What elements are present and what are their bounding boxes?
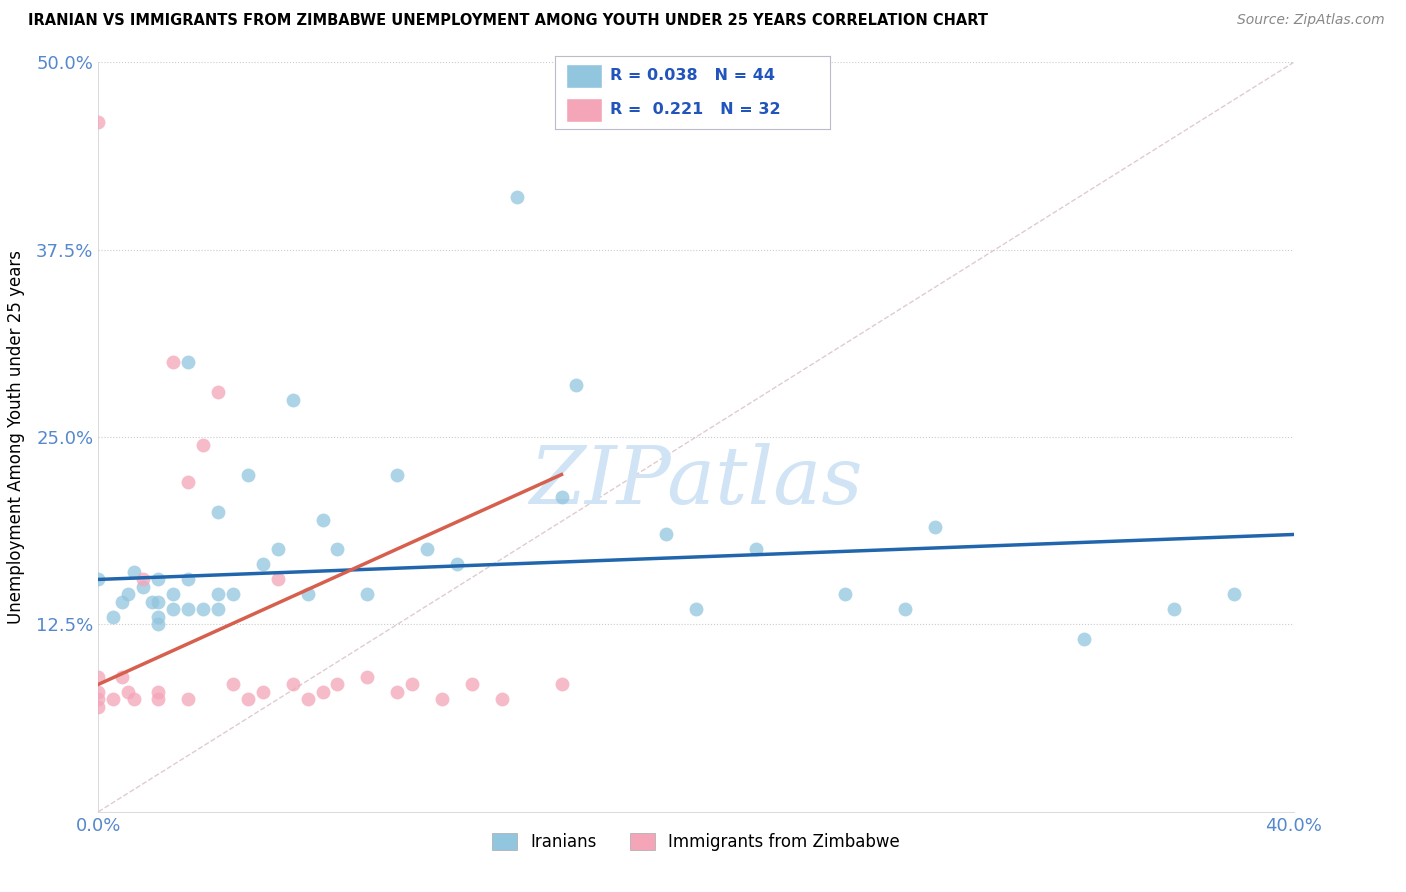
Point: [132, 580, 155, 594]
Point: [297, 692, 319, 706]
Point: [446, 558, 468, 572]
Point: [1163, 602, 1185, 616]
Point: [236, 467, 259, 482]
Point: [385, 467, 409, 482]
Point: [267, 573, 290, 587]
Point: [117, 685, 139, 699]
Point: [326, 542, 349, 557]
Point: [87, 670, 110, 684]
Point: [124, 565, 146, 579]
FancyBboxPatch shape: [567, 63, 602, 87]
Point: [177, 475, 200, 489]
Point: [124, 692, 146, 706]
Point: [177, 602, 200, 616]
Text: IRANIAN VS IMMIGRANTS FROM ZIMBABWE UNEMPLOYMENT AMONG YOUTH UNDER 25 YEARS CORR: IRANIAN VS IMMIGRANTS FROM ZIMBABWE UNEM…: [28, 13, 988, 29]
Point: [222, 677, 245, 691]
Point: [191, 437, 214, 451]
Point: [401, 677, 423, 691]
Point: [745, 542, 768, 557]
Point: [252, 685, 274, 699]
Point: [111, 595, 134, 609]
Text: R = 0.038   N = 44: R = 0.038 N = 44: [610, 69, 775, 84]
Point: [132, 573, 155, 587]
Point: [87, 115, 110, 129]
Legend: Iranians, Immigrants from Zimbabwe: Iranians, Immigrants from Zimbabwe: [484, 825, 908, 860]
Text: R =  0.221   N = 32: R = 0.221 N = 32: [610, 102, 780, 117]
Point: [148, 685, 170, 699]
Point: [117, 587, 139, 601]
Point: [565, 377, 588, 392]
Point: [162, 355, 184, 369]
Point: [416, 542, 439, 557]
Point: [111, 670, 134, 684]
Point: [550, 490, 572, 504]
Point: [311, 512, 333, 526]
Point: [207, 602, 229, 616]
Point: [236, 692, 259, 706]
Point: [461, 677, 484, 691]
Point: [430, 692, 453, 706]
Text: Source: ZipAtlas.com: Source: ZipAtlas.com: [1237, 13, 1385, 28]
Point: [141, 595, 163, 609]
Point: [148, 610, 170, 624]
Point: [655, 527, 678, 541]
Text: ZIPatlas: ZIPatlas: [529, 443, 863, 521]
Point: [103, 692, 125, 706]
Point: [207, 385, 229, 400]
Point: [162, 587, 184, 601]
Point: [148, 692, 170, 706]
Point: [267, 542, 290, 557]
Point: [385, 685, 409, 699]
Point: [162, 602, 184, 616]
Point: [252, 558, 274, 572]
FancyBboxPatch shape: [567, 98, 602, 122]
Point: [207, 505, 229, 519]
Point: [87, 573, 110, 587]
Point: [191, 602, 214, 616]
Point: [311, 685, 333, 699]
Point: [491, 692, 513, 706]
Point: [550, 677, 572, 691]
Point: [222, 587, 245, 601]
Point: [356, 587, 378, 601]
Point: [834, 587, 856, 601]
Point: [177, 692, 200, 706]
Point: [177, 573, 200, 587]
Point: [87, 685, 110, 699]
Point: [356, 670, 378, 684]
Point: [207, 587, 229, 601]
Point: [894, 602, 917, 616]
Point: [281, 677, 304, 691]
Y-axis label: Unemployment Among Youth under 25 years: Unemployment Among Youth under 25 years: [7, 250, 25, 624]
Point: [685, 602, 707, 616]
Point: [1073, 632, 1095, 647]
Point: [297, 587, 319, 601]
Point: [177, 355, 200, 369]
Point: [103, 610, 125, 624]
Point: [281, 392, 304, 407]
Point: [1223, 587, 1246, 601]
Point: [506, 190, 529, 204]
Point: [326, 677, 349, 691]
Point: [148, 595, 170, 609]
Point: [87, 692, 110, 706]
Point: [148, 573, 170, 587]
Point: [87, 699, 110, 714]
Point: [148, 617, 170, 632]
Point: [924, 520, 946, 534]
